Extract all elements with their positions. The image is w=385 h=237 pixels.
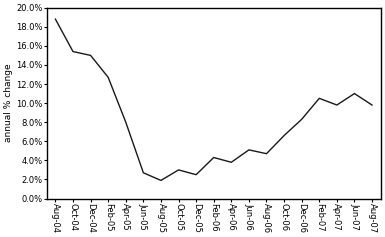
Y-axis label: annual % change: annual % change [4,64,13,142]
